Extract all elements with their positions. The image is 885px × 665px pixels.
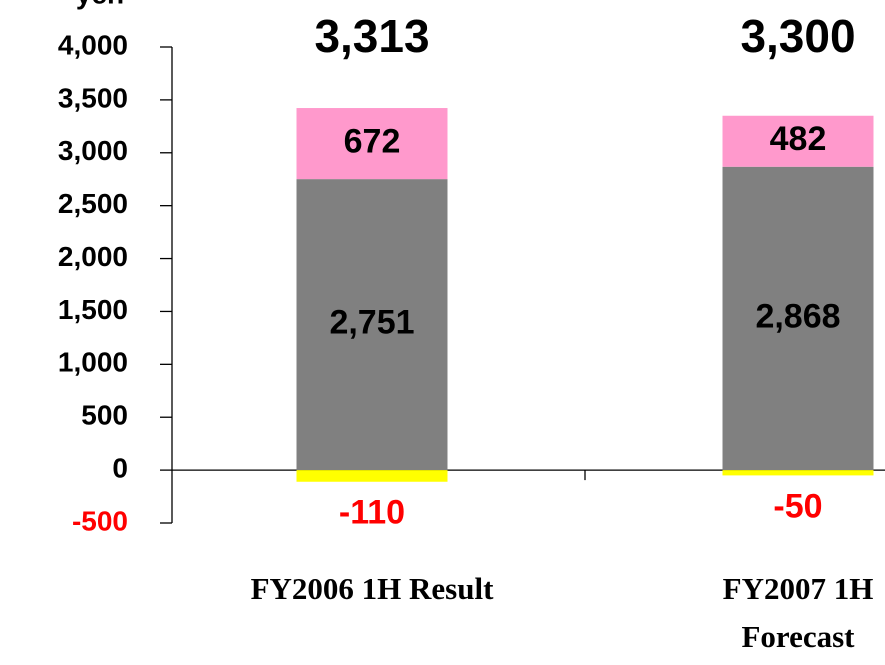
y-tick-label: 0 [112, 453, 128, 484]
bar-segment [722, 115, 874, 167]
y-tick-label: 3,000 [58, 135, 128, 166]
bar-segment [296, 108, 448, 180]
y-axis-label: yen [76, 0, 124, 9]
total-label: 3,300 [740, 10, 855, 62]
y-tick-label: 1,000 [58, 347, 128, 378]
value-label: 672 [344, 123, 401, 161]
value-label: 2,751 [329, 304, 414, 342]
y-tick-label: 2,000 [58, 241, 128, 272]
bar-segment [722, 470, 874, 476]
y-tick-label: 2,500 [58, 188, 128, 219]
bar-segment [296, 179, 448, 471]
x-tick-label: FY2007 1H [723, 571, 874, 606]
bar-segment [296, 470, 448, 482]
y-tick-label: 1,500 [58, 294, 128, 325]
value-label: 2,868 [755, 297, 840, 335]
y-tick-label: 3,500 [58, 82, 128, 113]
y-tick-label: 4,000 [58, 29, 128, 60]
value-label: -50 [773, 487, 822, 525]
x-tick-label: FY2006 1H Result [251, 571, 495, 606]
total-label: 3,313 [314, 10, 429, 62]
y-tick-label: 500 [81, 400, 128, 431]
value-label: 482 [770, 120, 827, 158]
x-tick-label: Forecast [741, 619, 855, 654]
y-tick-label: -500 [72, 505, 128, 536]
value-label: -110 [339, 494, 405, 532]
bar-segment [722, 166, 874, 471]
